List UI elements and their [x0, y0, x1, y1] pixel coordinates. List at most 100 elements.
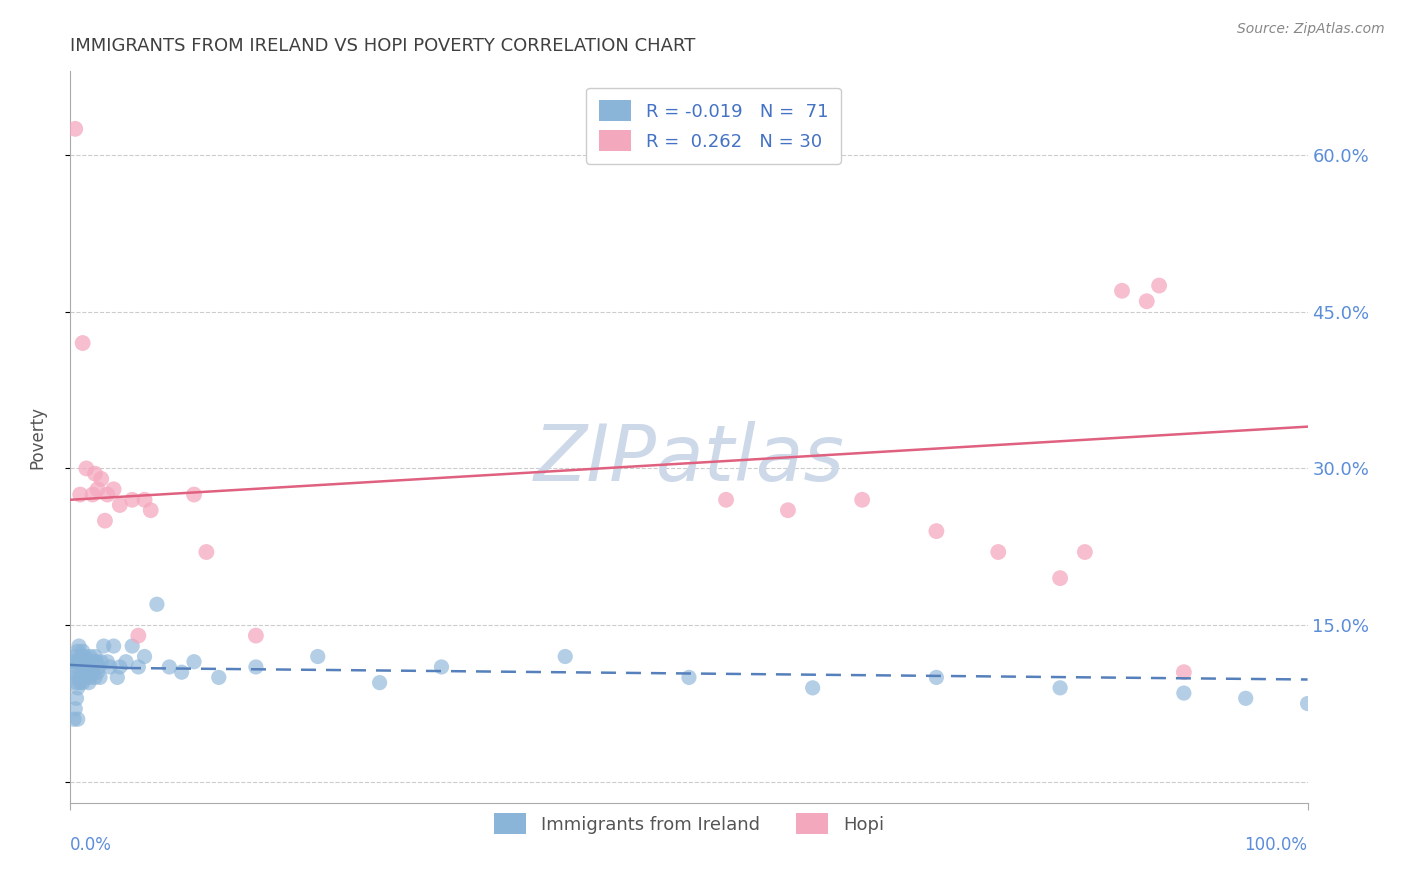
Point: [134, 492, 156, 507]
Point: [72, 644, 94, 658]
Point: [1049, 571, 1071, 585]
Text: ZIPatlas: ZIPatlas: [533, 421, 845, 497]
Point: [77, 675, 100, 690]
Point: [82, 665, 104, 680]
Point: [115, 655, 138, 669]
Point: [84, 670, 107, 684]
Point: [103, 483, 125, 497]
Point: [89, 670, 111, 684]
Text: 0.0%: 0.0%: [70, 836, 112, 854]
Point: [1147, 278, 1170, 293]
Point: [75, 670, 97, 684]
Point: [96, 487, 118, 501]
Point: [108, 498, 131, 512]
Point: [80, 660, 103, 674]
Point: [75, 649, 97, 664]
Point: [103, 639, 125, 653]
Point: [93, 639, 115, 653]
Point: [1111, 284, 1133, 298]
Point: [90, 472, 112, 486]
Point: [65, 691, 87, 706]
Point: [66, 644, 89, 658]
Point: [139, 503, 162, 517]
Point: [83, 655, 105, 669]
Point: [72, 660, 94, 674]
Text: IMMIGRANTS FROM IRELAND VS HOPI POVERTY CORRELATION CHART: IMMIGRANTS FROM IRELAND VS HOPI POVERTY …: [70, 37, 696, 54]
Point: [86, 483, 108, 497]
Point: [65, 675, 87, 690]
Point: [183, 487, 205, 501]
Point: [66, 681, 89, 695]
Y-axis label: Poverty: Poverty: [28, 406, 46, 468]
Point: [75, 461, 97, 475]
Point: [1173, 665, 1195, 680]
Point: [75, 665, 97, 680]
Point: [63, 655, 86, 669]
Point: [65, 121, 87, 136]
Point: [987, 545, 1010, 559]
Point: [208, 670, 231, 684]
Point: [183, 655, 205, 669]
Point: [69, 487, 91, 501]
Point: [1136, 294, 1159, 309]
Point: [87, 660, 110, 674]
Point: [170, 665, 193, 680]
Point: [65, 670, 87, 684]
Point: [65, 702, 87, 716]
Point: [65, 665, 87, 680]
Point: [554, 649, 576, 664]
Point: [127, 629, 149, 643]
Point: [76, 660, 98, 674]
Point: [851, 492, 873, 507]
Point: [79, 649, 101, 664]
Point: [801, 681, 824, 695]
Point: [776, 503, 799, 517]
Point: [121, 639, 143, 653]
Point: [90, 655, 112, 669]
Point: [72, 675, 94, 690]
Point: [714, 492, 737, 507]
Point: [63, 712, 86, 726]
Point: [72, 336, 94, 351]
Point: [75, 655, 97, 669]
Point: [245, 629, 267, 643]
Text: 100.0%: 100.0%: [1244, 836, 1308, 854]
Point: [73, 655, 96, 669]
Point: [1074, 545, 1097, 559]
Point: [86, 665, 108, 680]
Point: [307, 649, 329, 664]
Point: [66, 660, 89, 674]
Point: [94, 514, 117, 528]
Point: [79, 670, 101, 684]
Point: [73, 665, 96, 680]
Text: Source: ZipAtlas.com: Source: ZipAtlas.com: [1237, 22, 1385, 37]
Point: [96, 655, 118, 669]
Point: [1173, 686, 1195, 700]
Point: [77, 655, 100, 669]
Point: [1234, 691, 1257, 706]
Point: [67, 655, 90, 669]
Legend: Immigrants from Ireland, Hopi: Immigrants from Ireland, Hopi: [486, 806, 891, 841]
Point: [105, 670, 128, 684]
Point: [245, 660, 267, 674]
Point: [69, 675, 91, 690]
Point: [84, 655, 107, 669]
Point: [157, 660, 180, 674]
Point: [66, 712, 89, 726]
Point: [67, 670, 90, 684]
Point: [70, 649, 93, 664]
Point: [146, 597, 169, 611]
Point: [65, 649, 87, 664]
Point: [84, 467, 107, 481]
Point: [82, 487, 104, 501]
Point: [69, 655, 91, 669]
Point: [67, 639, 90, 653]
Point: [108, 660, 131, 674]
Point: [70, 670, 93, 684]
Point: [430, 660, 453, 674]
Point: [925, 670, 948, 684]
Point: [1296, 697, 1319, 711]
Point: [127, 660, 149, 674]
Point: [368, 675, 391, 690]
Point: [195, 545, 218, 559]
